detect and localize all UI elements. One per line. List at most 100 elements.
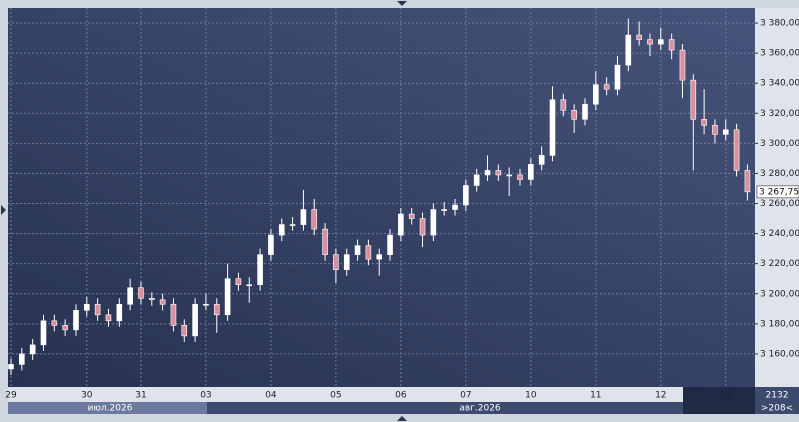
candle-body — [593, 84, 599, 105]
candle-body — [668, 39, 675, 51]
candle-body — [398, 213, 404, 236]
candle-body — [657, 39, 664, 45]
y-tick-label: 3 200,00 — [760, 289, 799, 299]
candle-body — [495, 170, 502, 176]
month-band — [207, 402, 683, 414]
candle-body — [19, 353, 25, 365]
candle-body — [690, 79, 697, 120]
candle-body — [452, 204, 458, 210]
y-tick-label: 3 360,00 — [760, 49, 799, 59]
candle-body — [94, 303, 101, 316]
x-axis-area — [8, 387, 755, 402]
candle-body — [603, 84, 610, 90]
candle-body — [159, 299, 166, 305]
candle-body — [538, 155, 545, 165]
candle-body — [712, 125, 718, 135]
candle-body — [181, 325, 188, 337]
candle-body — [116, 303, 123, 322]
candle-body — [571, 109, 577, 120]
scroll-arrow[interactable] — [397, 416, 407, 421]
corner-count: 2132 — [766, 391, 789, 401]
candle-body — [300, 209, 307, 225]
candle-body — [29, 344, 36, 355]
y-tick-label: 3 340,00 — [760, 79, 799, 89]
candle-body — [463, 185, 469, 206]
candle-body — [647, 39, 653, 45]
y-tick-label: 3 320,00 — [760, 109, 799, 119]
candle-body — [203, 303, 209, 306]
y-tick-label: 3 240,00 — [760, 229, 799, 239]
month-label: июл.2026 — [88, 404, 133, 414]
candle-body — [322, 228, 328, 255]
candle-body — [62, 325, 68, 331]
candle-body — [148, 297, 155, 301]
candle-body — [430, 209, 437, 236]
candle-body — [73, 309, 79, 331]
candle-body — [722, 129, 729, 135]
candle-body — [365, 245, 372, 260]
y-tick-label: 3 220,00 — [760, 259, 799, 269]
candle-body — [517, 174, 523, 180]
y-tick-label: 3 160,00 — [760, 349, 799, 359]
candle-body — [246, 284, 253, 287]
month-label: авг.2026 — [459, 404, 501, 414]
scroll-arrow[interactable] — [1, 205, 6, 215]
candle-body — [224, 278, 231, 316]
candle-body — [333, 254, 339, 270]
candle-body — [170, 303, 177, 326]
candle-body — [473, 174, 480, 186]
x-tick-label: 07 — [460, 391, 471, 401]
x-tick-label: 29 — [5, 391, 17, 401]
candle-body — [8, 364, 14, 370]
candle-body — [40, 320, 47, 346]
candle-body — [408, 213, 415, 219]
candle-body — [127, 287, 133, 305]
x-tick-label: 13 — [720, 391, 731, 401]
candle-body — [278, 224, 285, 236]
x-tick-label: 30 — [81, 391, 93, 401]
candle-body — [235, 278, 242, 286]
candle-body — [441, 209, 448, 211]
candle-body — [560, 99, 567, 111]
candle-body — [213, 303, 220, 316]
candle-body — [625, 34, 632, 66]
x-tick-label: 12 — [655, 391, 666, 401]
candle-body — [484, 170, 491, 176]
candle-body — [419, 218, 426, 236]
candle-body — [701, 118, 707, 126]
candle-body — [376, 254, 383, 260]
candle-body — [614, 64, 621, 90]
y-tick-label: 3 380,00 — [760, 19, 799, 29]
candle-body — [387, 234, 393, 255]
candle-body — [733, 129, 740, 171]
price-tag — [756, 185, 799, 199]
x-tick-label: 06 — [395, 391, 407, 401]
candle-body — [582, 103, 588, 120]
candle-body — [311, 209, 318, 230]
month-band — [8, 402, 207, 414]
candle-body — [84, 303, 90, 311]
candle-body — [257, 254, 263, 286]
x-tick-label: 10 — [525, 391, 537, 401]
x-tick-label: 11 — [590, 391, 601, 401]
selection-band — [683, 387, 755, 414]
candle-body — [289, 224, 296, 226]
candle-body — [343, 254, 350, 270]
candle-body — [105, 314, 112, 322]
scroll-arrow[interactable] — [397, 1, 407, 6]
candle-body — [549, 99, 556, 156]
candle-body — [679, 49, 686, 81]
x-tick-label: 03 — [200, 391, 211, 401]
plot-area — [8, 8, 755, 387]
candle-body — [268, 234, 274, 255]
candle-body — [192, 303, 198, 337]
candle-body — [138, 287, 144, 299]
y-tick-label: 3 280,00 — [760, 169, 799, 179]
y-tick-label: 3 300,00 — [760, 139, 799, 149]
candle-body — [506, 174, 512, 177]
candle-body — [744, 170, 751, 193]
corner-box — [755, 387, 799, 414]
candle-body — [51, 320, 58, 326]
